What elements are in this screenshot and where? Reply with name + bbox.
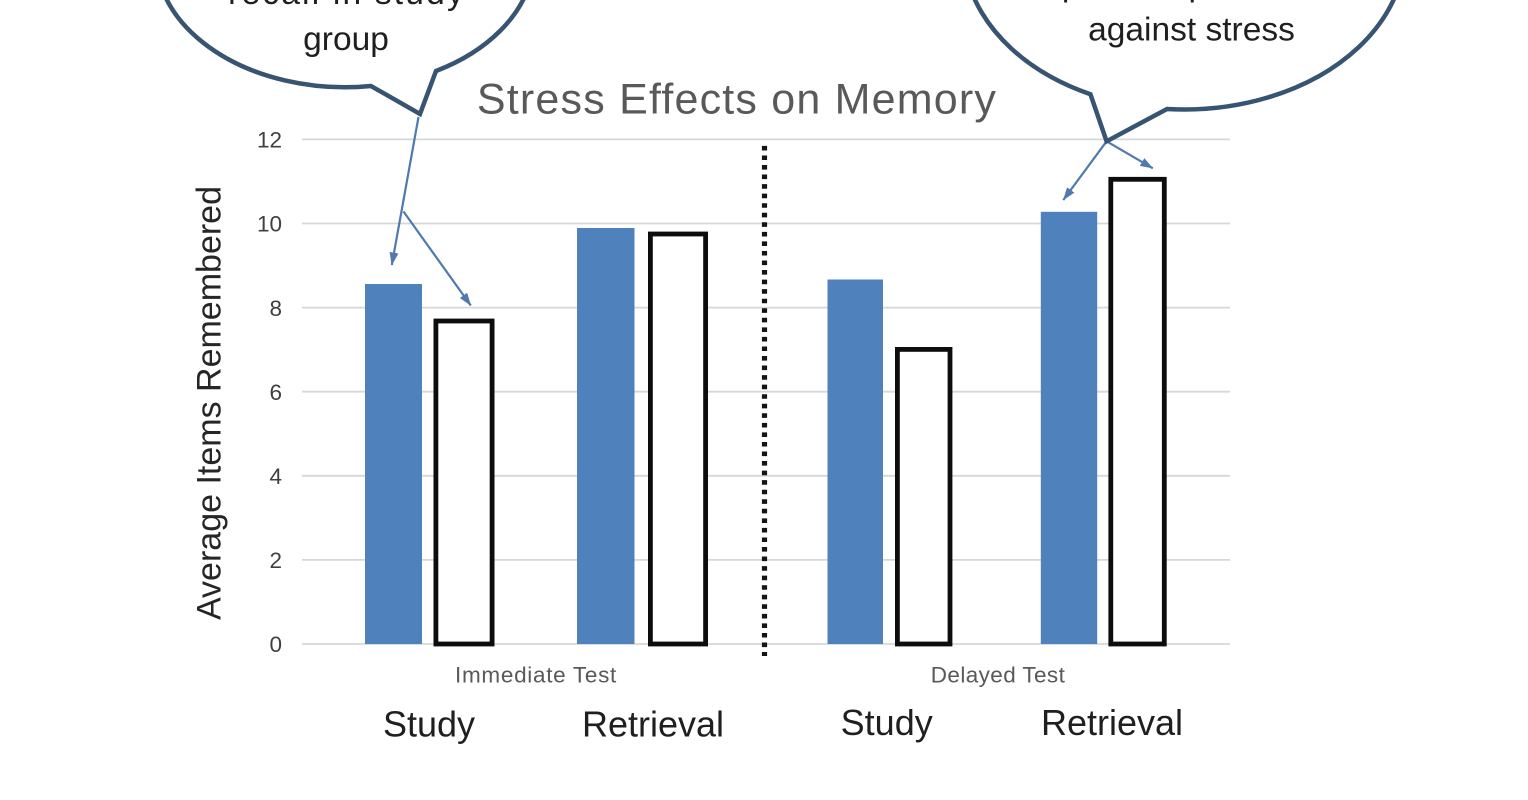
svg-text:Immediate Test: Immediate Test xyxy=(455,663,617,688)
svg-text:against stress: against stress xyxy=(1088,11,1295,48)
svg-text:8: 8 xyxy=(269,296,282,321)
svg-text:Retrieval: Retrieval xyxy=(1041,702,1183,743)
svg-text:Average Items Remembered: Average Items Remembered xyxy=(191,186,229,620)
svg-text:Retrieval: Retrieval xyxy=(582,704,724,745)
svg-text:6: 6 xyxy=(269,380,282,405)
svg-text:Stress Effects on Memory: Stress Effects on Memory xyxy=(477,76,997,124)
svg-text:2: 2 xyxy=(269,548,282,573)
svg-text:10: 10 xyxy=(257,212,282,237)
svg-text:practice protected: practice protected xyxy=(1062,0,1328,4)
svg-text:Study: Study xyxy=(841,702,933,743)
svg-text:12: 12 xyxy=(257,128,282,153)
svg-text:recall in study: recall in study xyxy=(228,0,466,12)
svg-text:4: 4 xyxy=(269,464,282,489)
svg-text:Study: Study xyxy=(383,704,475,745)
svg-text:group: group xyxy=(303,21,389,58)
svg-text:0: 0 xyxy=(269,632,282,657)
svg-text:Delayed Test: Delayed Test xyxy=(931,663,1066,688)
